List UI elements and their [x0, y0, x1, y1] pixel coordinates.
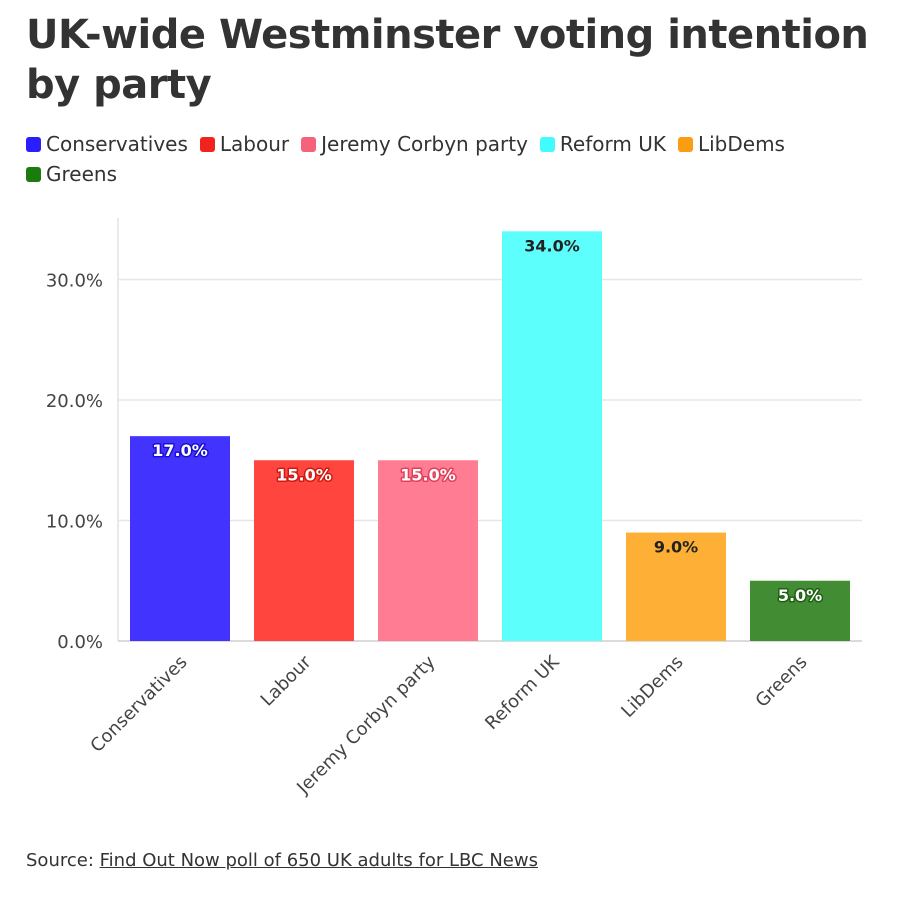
- data-label: 17.0%: [152, 441, 208, 460]
- legend-swatch: [199, 136, 215, 152]
- x-tick-label: Greens: [752, 652, 812, 712]
- legend-item[interactable]: Labour: [199, 132, 290, 156]
- x-tick-label: LibDems: [617, 652, 687, 722]
- legend-swatch: [26, 166, 41, 182]
- bar[interactable]: [750, 580, 850, 641]
- y-tick-label: 30.0%: [46, 271, 103, 292]
- data-label: 15.0%: [276, 465, 332, 484]
- x-tick-label: Reform UK: [481, 651, 564, 734]
- bar-chart: 0.0% 10.0% 20.0% 30.0% 17.0% Conservatives 15.…: [46, 218, 862, 799]
- x-tick-label: Labour: [257, 651, 316, 710]
- legend-label: Reform UK: [559, 132, 666, 156]
- x-tick-label: Conservatives: [86, 652, 191, 757]
- x-tick-label: Jeremy Corbyn party: [292, 651, 439, 798]
- legend-item[interactable]: LibDems: [677, 132, 785, 156]
- y-tick-label: 10.0%: [46, 512, 103, 533]
- legend-item[interactable]: Reform UK: [539, 132, 666, 156]
- source-prefix: Source:: [26, 850, 100, 871]
- bar[interactable]: [378, 460, 478, 641]
- chart-title: UK-wide Westminster voting intention by …: [26, 12, 869, 108]
- legend-label: Labour: [219, 132, 290, 156]
- data-label: 34.0%: [524, 236, 580, 255]
- y-tick-label: 20.0%: [46, 391, 103, 412]
- bar[interactable]: [254, 460, 354, 641]
- bar[interactable]: [130, 436, 230, 641]
- data-label: 9.0%: [654, 538, 698, 557]
- bar[interactable]: [502, 231, 602, 642]
- legend-swatch: [539, 136, 555, 152]
- data-label: 15.0%: [400, 465, 456, 484]
- legend-label: LibDems: [697, 132, 785, 156]
- legend-swatch: [301, 136, 317, 152]
- legend-swatch: [26, 136, 41, 152]
- legend-label: Greens: [46, 162, 117, 186]
- legend-item[interactable]: Jeremy Corbyn party: [301, 132, 528, 156]
- legend-item[interactable]: Greens: [26, 162, 117, 186]
- legend-label: Jeremy Corbyn party: [321, 132, 528, 156]
- data-label: 5.0%: [778, 586, 822, 605]
- legend-swatch: [677, 136, 693, 152]
- legend: Conservatives Labour Jeremy Corbyn party Re…: [26, 132, 886, 186]
- legend-label: Conservatives: [46, 132, 188, 156]
- y-tick-label: 0.0%: [57, 632, 103, 653]
- legend-item[interactable]: Conservatives: [26, 132, 188, 156]
- source-link[interactable]: Find Out Now poll of 650 UK adults for L…: [99, 850, 538, 871]
- source-note: Source: Find Out Now poll of 650 UK adul…: [26, 850, 538, 871]
- bar[interactable]: [626, 532, 726, 641]
